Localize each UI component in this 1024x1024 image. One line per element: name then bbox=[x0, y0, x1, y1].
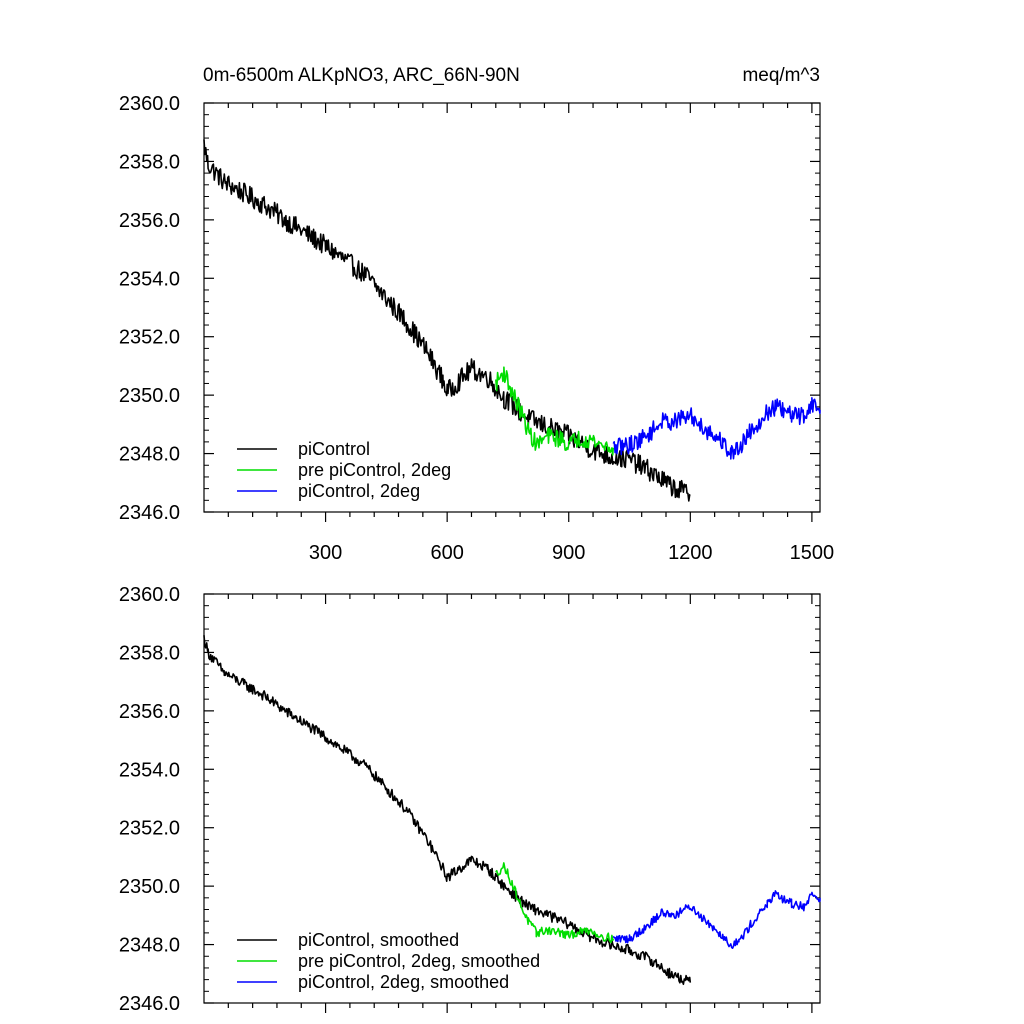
y-tick-label: 2360.0 bbox=[119, 584, 180, 606]
series-line-picontrol-2deg bbox=[612, 397, 821, 460]
x-tick-label: 1500 bbox=[790, 542, 835, 564]
series-line-picontrol bbox=[203, 139, 691, 502]
y-tick-label: 2352.0 bbox=[119, 818, 180, 840]
legend-label: pre piControl, 2deg bbox=[298, 460, 451, 480]
series-line-pre-picontrol-2deg bbox=[495, 366, 615, 456]
y-tick-label: 2348.0 bbox=[119, 935, 180, 957]
y-tick-label: 2346.0 bbox=[119, 993, 180, 1015]
y-tick-label: 2356.0 bbox=[119, 701, 180, 723]
series-line-picontrol-smoothed bbox=[203, 635, 692, 986]
legend-label: piControl bbox=[298, 439, 370, 459]
x-tick-label: 300 bbox=[309, 542, 342, 564]
y-tick-label: 2354.0 bbox=[119, 268, 180, 290]
y-tick-label: 2358.0 bbox=[119, 642, 180, 664]
y-tick-label: 2348.0 bbox=[119, 444, 180, 466]
legend-label: piControl, 2deg bbox=[298, 481, 420, 501]
y-tick-label: 2358.0 bbox=[119, 151, 180, 173]
x-tick-label: 900 bbox=[552, 542, 585, 564]
series-line-pre-picontrol-2deg-smoothed bbox=[495, 862, 615, 944]
y-tick-label: 2352.0 bbox=[119, 327, 180, 349]
x-tick-label: 1200 bbox=[668, 542, 713, 564]
plot-frame bbox=[203, 593, 821, 1004]
plot-frame bbox=[203, 102, 821, 513]
x-tick-label: 600 bbox=[430, 542, 463, 564]
y-tick-label: 2350.0 bbox=[119, 385, 180, 407]
y-tick-label: 2350.0 bbox=[119, 876, 180, 898]
legend-label: piControl, smoothed bbox=[298, 930, 459, 950]
legend-label: piControl, 2deg, smoothed bbox=[298, 972, 509, 992]
y-tick-label: 2356.0 bbox=[119, 210, 180, 232]
series-line-picontrol-2deg-smoothed bbox=[612, 890, 821, 949]
y-tick-label: 2354.0 bbox=[119, 759, 180, 781]
chart-panel-2: 2346.0 2348.0 2350.0 2352.0 2354.0 2356.0 2358… bbox=[119, 584, 821, 1015]
chart-units: meq/m^3 bbox=[742, 65, 820, 86]
y-tick-label: 2346.0 bbox=[119, 502, 180, 524]
legend-label: pre piControl, 2deg, smoothed bbox=[298, 951, 540, 971]
chart-title: 0m-6500m ALKpNO3, ARC_66N-90N bbox=[203, 65, 520, 86]
chart-panel-1: 2346.0 2348.0 2350.0 2352.0 2354.0 2356.0 2358… bbox=[119, 93, 834, 564]
y-tick-label: 2360.0 bbox=[119, 93, 180, 115]
